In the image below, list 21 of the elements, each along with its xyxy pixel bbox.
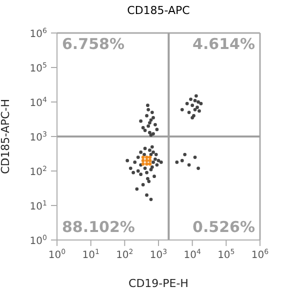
y-axis-title: CD185-APC-H bbox=[0, 99, 12, 174]
annotation: 6.758% bbox=[62, 35, 124, 53]
y-tick-label: 10$^{6}$ bbox=[30, 27, 48, 40]
x-tick-label: 10$^{3}$ bbox=[150, 248, 168, 261]
y-tick-label: 10$^{1}$ bbox=[30, 200, 47, 212]
y-tick-label: 10$^{3}$ bbox=[30, 130, 47, 144]
x-axis-title: CD19-PE-H bbox=[128, 277, 188, 290]
x-tick-label: 10$^{0}$ bbox=[48, 248, 66, 261]
y-tick-label: 10$^{4}$ bbox=[30, 96, 48, 109]
y-tick-label: 10$^{2}$ bbox=[30, 165, 47, 178]
x-tick-label: 10$^{5}$ bbox=[218, 248, 235, 261]
annotation: 0.526% bbox=[192, 218, 255, 236]
x-tick-label: 10$^{6}$ bbox=[251, 248, 270, 261]
chart-title: CD185-APC bbox=[126, 4, 191, 17]
x-tick-label: 10$^{1}$ bbox=[82, 248, 100, 261]
y-tick-label: 10$^{0}$ bbox=[30, 234, 47, 247]
annotation: 4.614% bbox=[192, 35, 255, 53]
annotation: 88.102% bbox=[62, 218, 135, 236]
x-tick-label: 10$^{4}$ bbox=[184, 248, 202, 261]
x-tick-label: 10$^{2}$ bbox=[116, 248, 134, 261]
y-tick-label: 10$^{5}$ bbox=[30, 62, 47, 74]
